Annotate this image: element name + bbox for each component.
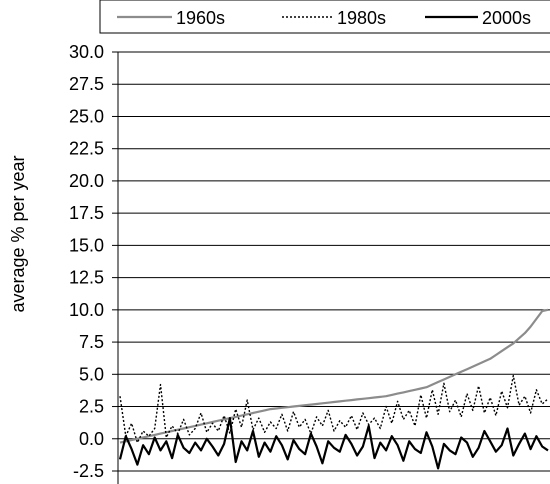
legend-label-1960s: 1960s [176, 8, 225, 28]
legend-label-2000s: 2000s [482, 8, 531, 28]
gridlines [112, 51, 550, 472]
y-tick-label: 15.0 [69, 235, 104, 255]
y-axis-title: average % per year [8, 155, 28, 312]
y-tick-label: 22.5 [69, 139, 104, 159]
y-tick-label: 20.0 [69, 171, 104, 191]
y-tick-label: 27.5 [69, 74, 104, 94]
y-tick-label: -2.5 [73, 461, 104, 481]
series-line-2000s [118, 417, 549, 470]
y-tick-label: 7.5 [79, 332, 104, 352]
y-tick-label: 10.0 [69, 300, 104, 320]
y-tick-label: 30.0 [69, 42, 104, 62]
y-tick-label: 0.0 [79, 429, 104, 449]
series-line-1960s [119, 308, 549, 444]
series-lines [118, 308, 549, 470]
y-tick-label: 17.5 [69, 203, 104, 223]
y-tick-label: 5.0 [79, 364, 104, 384]
y-tick-label: 12.5 [69, 268, 104, 288]
legend: 1960s 1980s 2000s [99, 0, 550, 34]
y-tick-label: 2.5 [79, 397, 104, 417]
legend-label-1980s: 1980s [337, 8, 386, 28]
y-tick-labels: 30.0 27.5 25.0 22.5 20.0 17.5 15.0 12.5 10.0 7.5 5… [69, 42, 104, 481]
series-line-1980s [119, 374, 549, 444]
y-tick-label: 25.0 [69, 106, 104, 126]
